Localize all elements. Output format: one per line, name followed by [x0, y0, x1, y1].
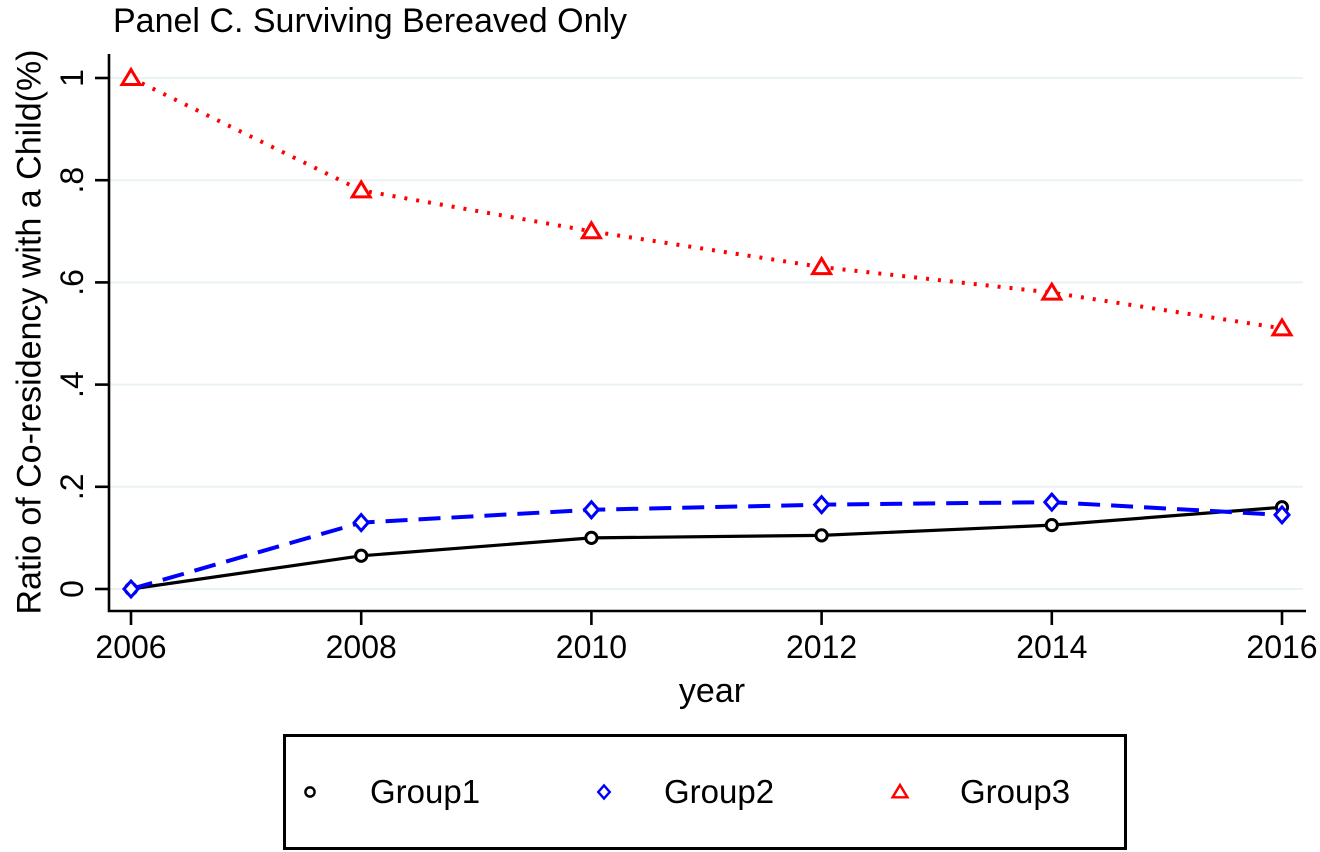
y-tick-label: .6 [54, 269, 90, 296]
diamond-marker-icon [596, 783, 612, 801]
plot-area: 0 .2 .4 .6 .8 1 2006 2008 2010 2012 2014 2016 [54, 54, 1318, 665]
y-tick-label: .2 [54, 473, 90, 500]
chart-title: Panel C. Surviving Bereaved Only [113, 2, 628, 40]
x-tick-label: 2006 [95, 629, 166, 665]
legend-label: Group3 [960, 773, 1071, 810]
diamond-marker-icon [122, 578, 140, 600]
circle-marker-icon [354, 548, 369, 563]
legend-box: Group1 Group2 Group3 [283, 734, 1127, 850]
legend-entry-group1: Group1 [296, 737, 480, 847]
triangle-marker-icon [890, 782, 910, 799]
diamond-marker-icon [352, 512, 371, 533]
x-tick-label: 2014 [1016, 629, 1087, 665]
diamond-marker-icon [582, 499, 601, 521]
x-tick-label: 2012 [786, 629, 857, 665]
triangle-marker-icon [1040, 281, 1064, 301]
y-tick-label: 0 [54, 580, 90, 598]
circle-marker-icon [814, 528, 829, 543]
triangle-marker-icon [809, 255, 834, 276]
legend-entry-group2: Group2 [590, 737, 774, 847]
diamond-marker-icon [812, 494, 831, 515]
series-line-group1 [130, 505, 1283, 591]
legend-label: Group1 [370, 773, 481, 810]
triangle-marker-icon [579, 219, 604, 240]
series-line-group2 [130, 500, 1283, 591]
x-tick-label: 2010 [556, 629, 627, 665]
triangle-marker-icon [349, 179, 373, 199]
circle-marker-icon [304, 786, 316, 798]
circle-marker-icon [1044, 518, 1059, 533]
triangle-marker-icon [119, 66, 143, 86]
diamond-marker-icon [1273, 504, 1291, 526]
x-tick-label: 2016 [1246, 629, 1317, 665]
series-line-group3 [130, 76, 1283, 331]
legend-label: Group2 [664, 773, 775, 810]
circle-marker-icon [304, 786, 316, 798]
triangle-marker-icon [1270, 316, 1294, 337]
diamond-marker-icon [596, 783, 612, 801]
triangle-marker-icon [890, 782, 910, 799]
circle-marker-icon [584, 530, 599, 546]
diamond-marker-icon [1042, 491, 1061, 513]
x-tick-label: 2008 [326, 629, 397, 665]
legend-entry-group3: Group3 [886, 737, 1070, 847]
x-axis-title: year [678, 672, 746, 710]
y-tick-label: .8 [54, 167, 90, 194]
axis-line [107, 54, 1306, 613]
y-tick-label: 1 [54, 69, 90, 87]
y-tick-label: .4 [54, 371, 90, 398]
